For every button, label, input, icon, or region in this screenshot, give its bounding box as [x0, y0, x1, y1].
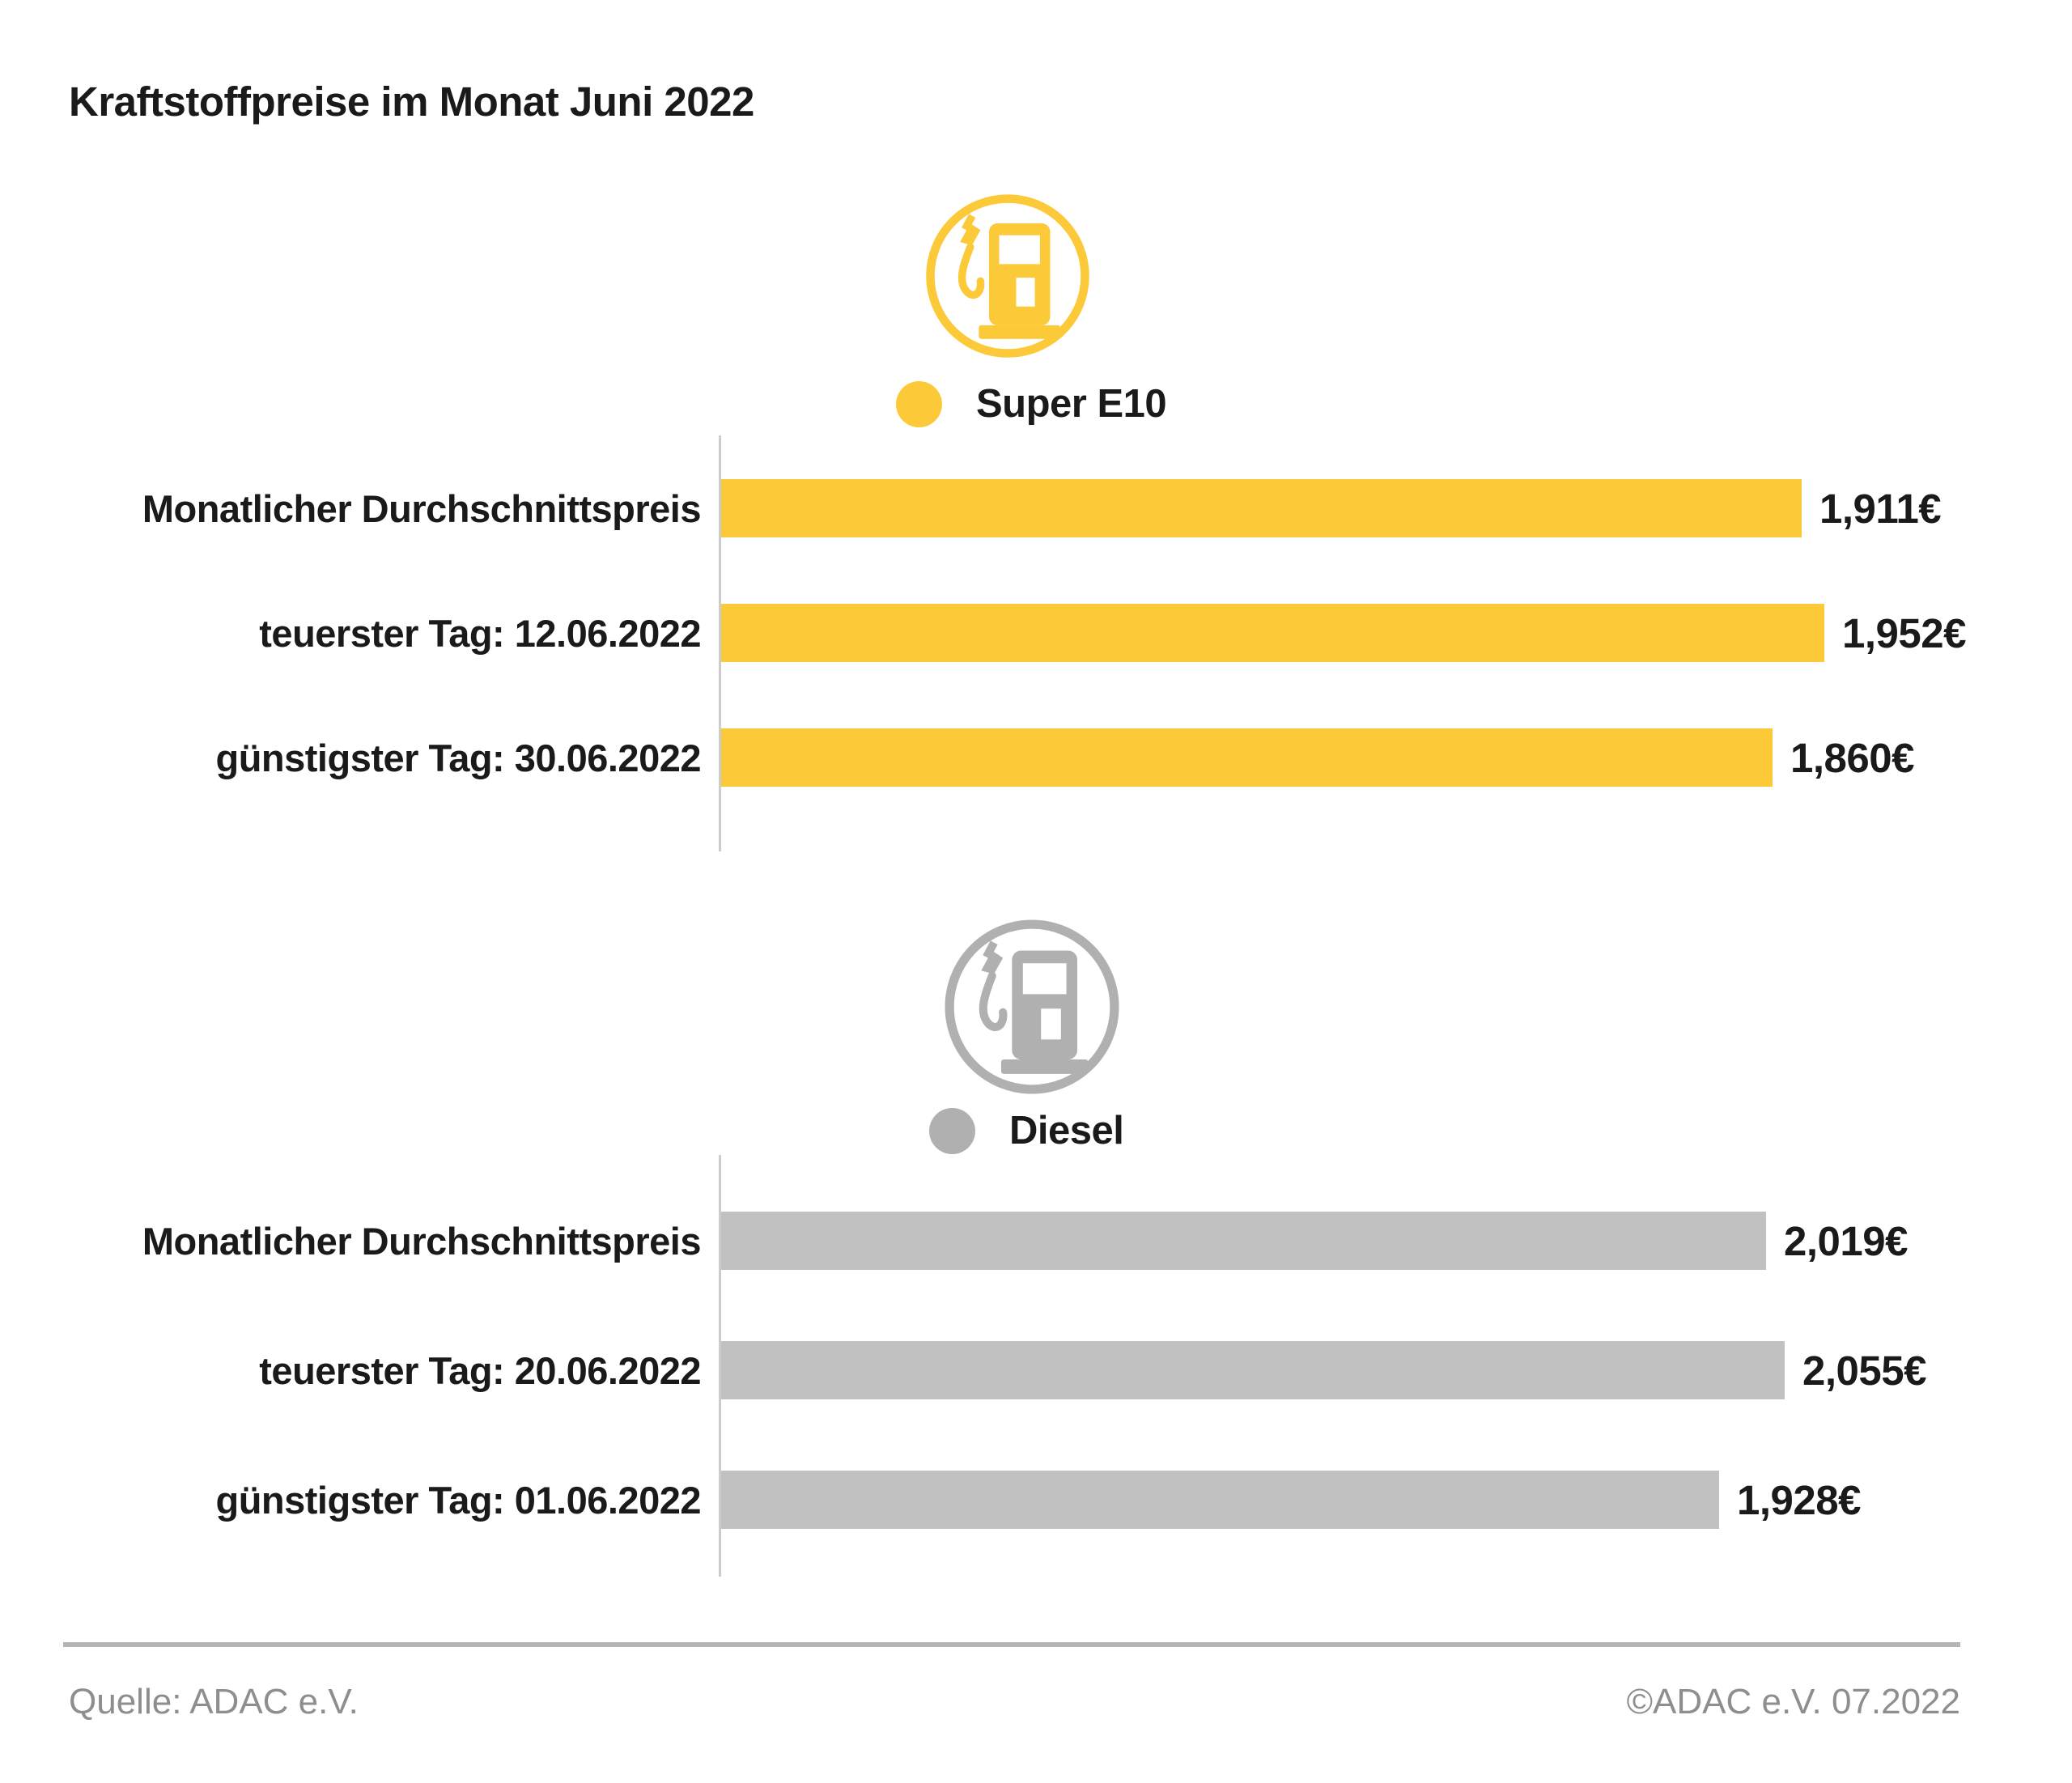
bar [721, 728, 1773, 787]
value-label: 1,911€ [1819, 485, 1942, 532]
category-label: günstigster Tag: 01.06.2022 [215, 1478, 702, 1522]
legend-label: Super E10 [976, 382, 1167, 426]
bar-row: teuerster Tag: 12.06.2022 1,952€ [0, 604, 2072, 662]
bar-row: günstigster Tag: 01.06.2022 1,928€ [0, 1471, 2072, 1529]
value-label: 1,928€ [1737, 1476, 1862, 1523]
legend-label: Diesel [1009, 1109, 1124, 1153]
bar-row: Monatlicher Durchschnittspreis 2,019€ [0, 1212, 2072, 1270]
axis-line [719, 435, 721, 851]
category-label: teuerster Tag: 12.06.2022 [259, 611, 701, 655]
bar-row: Monatlicher Durchschnittspreis 1,911€ [0, 479, 2072, 537]
category-label: günstigster Tag: 30.06.2022 [215, 736, 702, 779]
category-label: teuerster Tag: 20.06.2022 [259, 1348, 701, 1392]
value-label: 2,019€ [1784, 1217, 1909, 1264]
value-label: 1,952€ [1842, 609, 1967, 656]
bar-row: günstigster Tag: 30.06.2022 1,860€ [0, 728, 2072, 787]
category-label: Monatlicher Durchschnittspreis [142, 1219, 702, 1263]
page-title: Kraftstoffpreise im Monat Juni 2022 [69, 79, 754, 125]
bar [721, 479, 1802, 537]
bar-row: teuerster Tag: 20.06.2022 2,055€ [0, 1341, 2072, 1399]
legend-super-e10: Super E10 [896, 379, 1167, 429]
fuel-pump-icon [941, 916, 1123, 1097]
source-text: Quelle: ADAC e.V. [69, 1682, 359, 1721]
axis-line [719, 1155, 721, 1577]
fuel-pump-icon [923, 191, 1093, 361]
footer-divider [63, 1642, 1960, 1647]
legend-dot [929, 1107, 975, 1154]
value-label: 2,055€ [1802, 1347, 1927, 1394]
bar [721, 1341, 1785, 1399]
bar [721, 604, 1824, 662]
bar [721, 1212, 1766, 1270]
value-label: 1,860€ [1790, 734, 1915, 781]
legend-dot [896, 380, 942, 427]
category-label: Monatlicher Durchschnittspreis [142, 486, 702, 530]
bar [721, 1471, 1719, 1529]
legend-diesel: Diesel [929, 1106, 1124, 1156]
copyright-text: ©ADAC e.V. 07.2022 [1626, 1682, 1960, 1721]
